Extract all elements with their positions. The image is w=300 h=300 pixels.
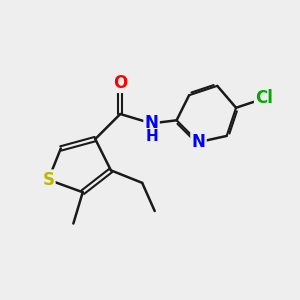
Text: S: S [42, 171, 54, 189]
Text: N: N [145, 114, 158, 132]
Text: N: N [192, 133, 206, 151]
Text: Cl: Cl [255, 89, 273, 107]
Text: O: O [113, 74, 127, 92]
Text: H: H [145, 129, 158, 144]
